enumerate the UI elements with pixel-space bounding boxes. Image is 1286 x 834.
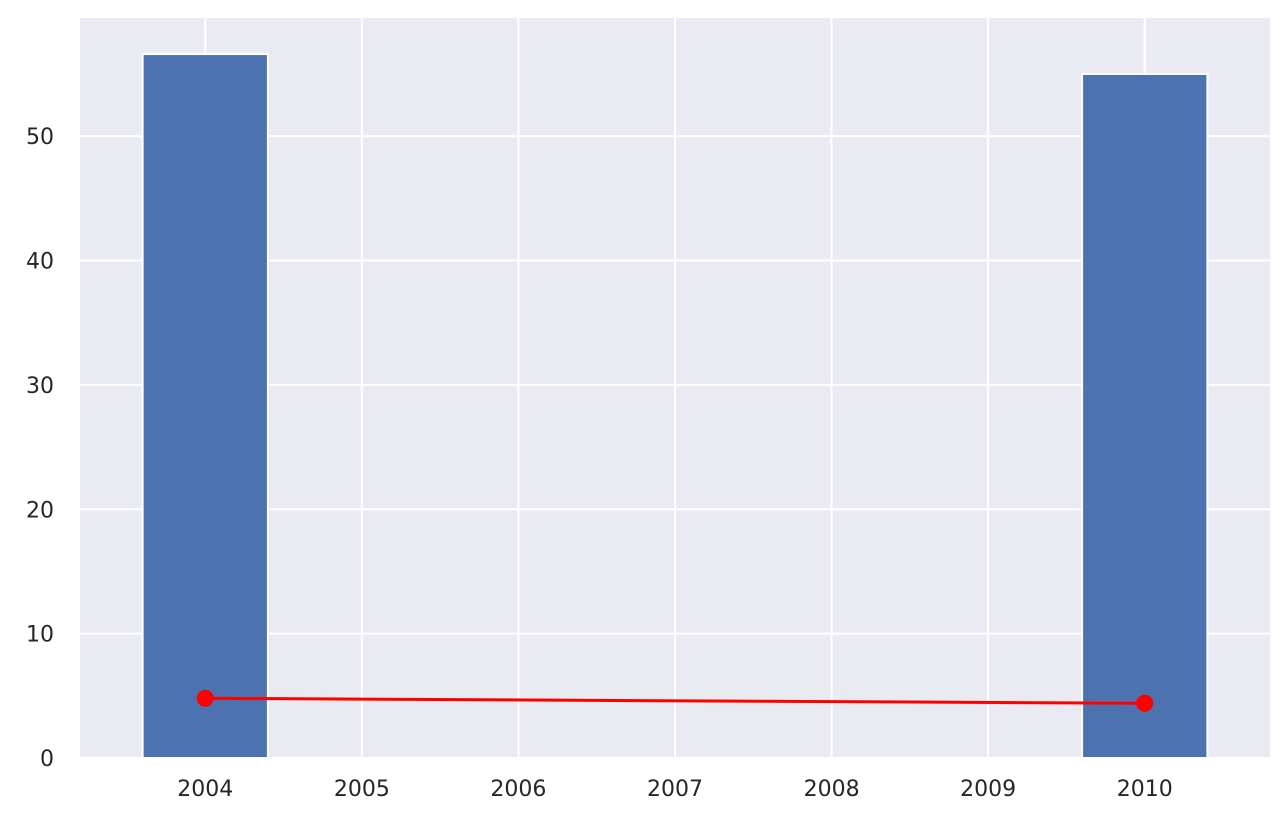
x-tick-label-2005: 2005 (334, 777, 390, 802)
y-axis-tick-labels: 0 10 20 30 40 50 (26, 125, 54, 772)
y-tick-label-10: 10 (26, 623, 54, 648)
bar-2004 (141, 53, 269, 760)
line-point-2010 (1136, 694, 1154, 712)
bar-series (141, 53, 1209, 760)
bar-2010 (1081, 72, 1209, 760)
y-tick-label-40: 40 (26, 250, 54, 275)
x-tick-label-2010: 2010 (1117, 777, 1173, 802)
x-tick-label-2004: 2004 (177, 777, 233, 802)
y-tick-label-0: 0 (40, 747, 54, 772)
y-tick-label-30: 30 (26, 374, 54, 399)
grid-lines (80, 18, 1270, 759)
line-path (205, 696, 1145, 705)
x-tick-label-2007: 2007 (647, 777, 703, 802)
x-tick-label-2008: 2008 (804, 777, 860, 802)
line-series (196, 689, 1154, 712)
x-axis-tick-labels: 2004 2005 2006 2007 2008 2009 2010 (177, 777, 1172, 802)
y-tick-label-50: 50 (26, 125, 54, 150)
x-tick-label-2009: 2009 (960, 777, 1016, 802)
line-point-2004 (196, 689, 214, 707)
y-tick-label-20: 20 (26, 498, 54, 523)
x-tick-label-2006: 2006 (490, 777, 546, 802)
